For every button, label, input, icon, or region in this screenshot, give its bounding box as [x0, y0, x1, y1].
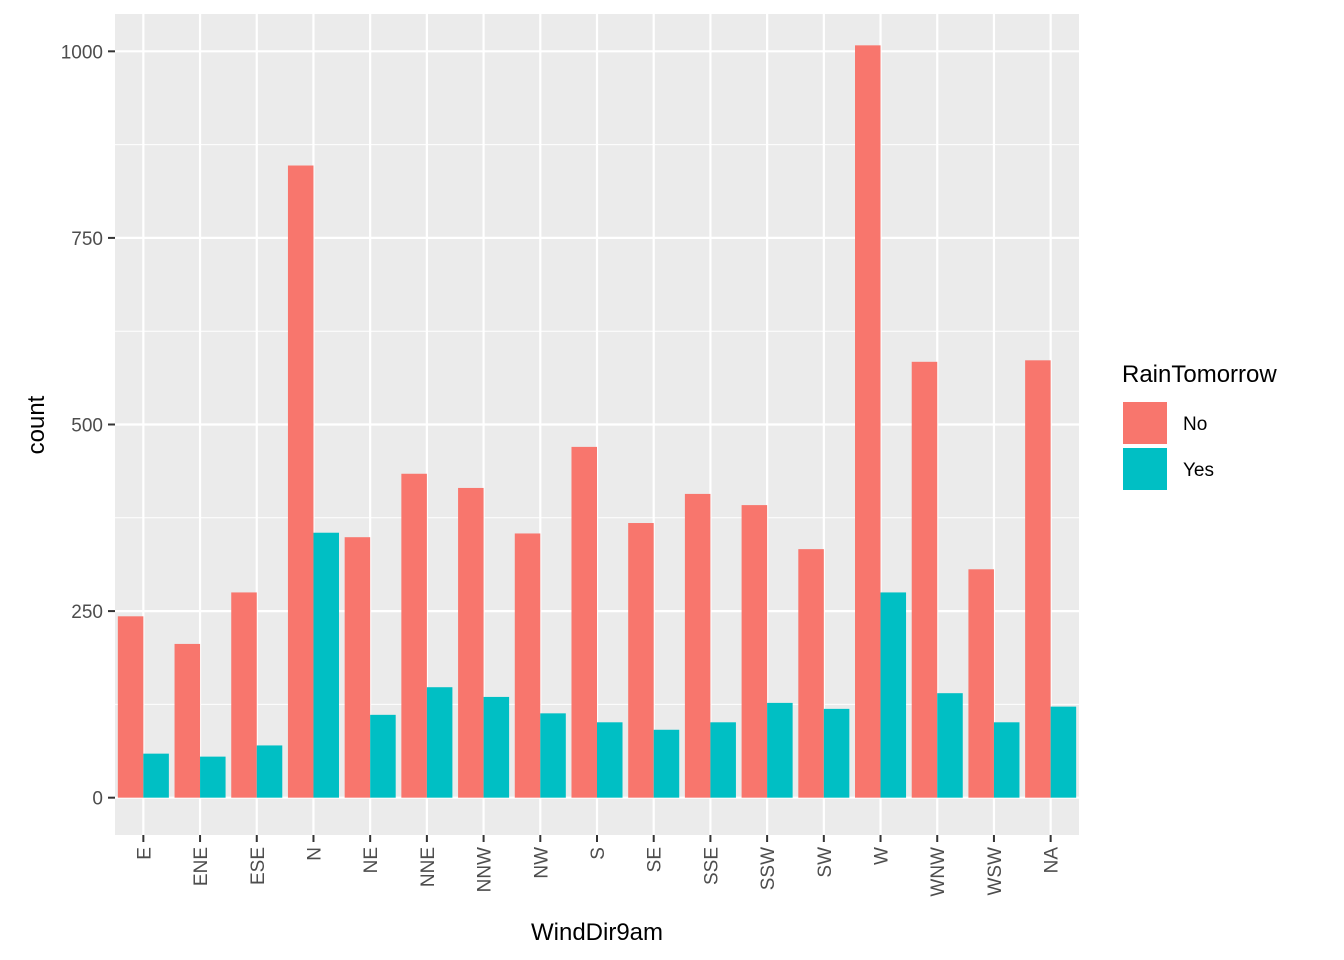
x-tick-label: N: [304, 847, 325, 861]
x-tick-label: SE: [645, 847, 666, 872]
x-tick-label: NNW: [475, 847, 496, 892]
legend-key-yes: [1123, 448, 1167, 490]
bar-yes-ne: [370, 714, 396, 798]
bar-no-na: [1025, 360, 1051, 798]
bar-no-ssw: [741, 505, 768, 798]
bar-yes-nw: [540, 713, 566, 798]
x-tick-label: NW: [531, 847, 552, 879]
x-tick-label: E: [134, 847, 155, 860]
y-tick-label: 500: [71, 416, 103, 437]
bar-no-w: [855, 45, 881, 798]
x-tick-label: WNW: [928, 847, 949, 897]
x-axis-title: WindDir9am: [531, 919, 663, 946]
x-axis: E ENE ESE N NE NNE NNW NW S SE SSE SSW SW W WNW WSW NA: [134, 835, 1063, 897]
bar-yes-w: [880, 592, 907, 798]
y-axis-title: count: [23, 395, 50, 454]
y-axis: 0 250 500 750 1000: [61, 42, 115, 810]
bar-yes-ssw: [767, 702, 793, 798]
bar-no-ene: [174, 643, 201, 798]
y-tick-label: 0: [92, 789, 103, 810]
x-tick-label: ESE: [248, 847, 269, 885]
bar-no-ese: [231, 592, 257, 798]
x-tick-label: WSW: [985, 847, 1006, 896]
x-tick-label: SW: [815, 847, 836, 878]
bar-no-wsw: [968, 569, 994, 798]
bar-no-sse: [684, 493, 711, 798]
legend-title: RainTomorrow: [1122, 361, 1277, 388]
bar-yes-nne: [426, 687, 453, 798]
bar-yes-na: [1050, 706, 1077, 798]
bar-no-sw: [798, 549, 824, 798]
bar-no-nw: [514, 533, 541, 798]
bar-yes-sw: [823, 708, 850, 798]
bar-yes-nnw: [483, 696, 510, 798]
legend-label-yes: Yes: [1183, 460, 1214, 481]
bar-no-n: [287, 165, 314, 798]
bar-yes-se: [653, 729, 680, 798]
bar-no-wnw: [911, 361, 938, 798]
bar-yes-s: [597, 722, 623, 798]
bar-yes-n: [313, 532, 339, 798]
x-tick-label: NE: [361, 847, 382, 873]
x-tick-label: SSE: [701, 847, 722, 885]
x-tick-label: ENE: [191, 847, 212, 886]
x-tick-label: W: [872, 847, 893, 865]
x-tick-label: NNE: [418, 847, 439, 887]
legend-key-no: [1123, 402, 1167, 444]
bar-yes-wsw: [993, 722, 1020, 798]
bar-no-e: [117, 616, 144, 798]
bar-yes-e: [143, 753, 169, 798]
x-tick-label: SSW: [758, 847, 779, 890]
legend: RainTomorrow No Yes: [1122, 361, 1277, 490]
bar-yes-ese: [256, 745, 283, 798]
bar-no-se: [628, 523, 654, 798]
bar-no-s: [571, 446, 597, 798]
bar-yes-sse: [710, 722, 736, 798]
bar-no-nne: [401, 473, 427, 798]
bar-yes-wnw: [937, 693, 963, 798]
x-tick-label: NA: [1042, 847, 1063, 874]
x-tick-label: S: [588, 847, 609, 860]
bar-no-ne: [344, 537, 371, 798]
y-tick-label: 1000: [61, 42, 103, 63]
y-tick-label: 750: [71, 229, 103, 250]
bar-yes-ene: [200, 756, 226, 798]
bar-no-nnw: [458, 487, 484, 798]
bars: [117, 45, 1077, 798]
legend-label-no: No: [1183, 414, 1207, 435]
y-tick-label: 250: [71, 602, 103, 623]
